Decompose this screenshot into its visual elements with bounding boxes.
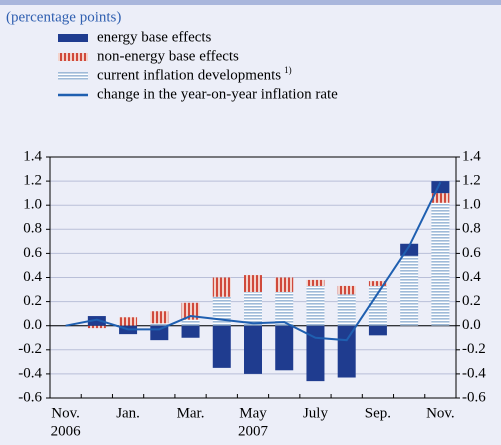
- bar: [212, 277, 231, 297]
- x-tick-label: May: [239, 405, 267, 421]
- y-tick-label: 0.8: [23, 221, 42, 237]
- bar: [368, 281, 387, 286]
- chart-title: (percentage points): [6, 9, 121, 25]
- y2-tick-label: 1.0: [462, 197, 481, 213]
- y2-tick-label: 0.8: [462, 221, 481, 237]
- x-tick-label: Mar.: [177, 405, 205, 421]
- line: [65, 181, 442, 342]
- y-tick-label: -0.4: [18, 365, 42, 381]
- bar: [212, 325, 231, 368]
- bar: [337, 294, 356, 326]
- y-tick-label: 0.6: [23, 245, 42, 261]
- y-tick-label: 1.2: [23, 173, 42, 189]
- legend-swatch: [58, 34, 88, 42]
- y-tick-label: 1.0: [23, 197, 42, 213]
- y-tick-label: -0.6: [18, 389, 42, 405]
- bar: [150, 325, 169, 341]
- bar: [275, 277, 294, 292]
- legend-footnote: 1): [284, 65, 292, 75]
- legend-label: non-energy base effects: [97, 48, 239, 64]
- legend-label: energy base effects: [97, 29, 212, 45]
- x-tick-label: Jan.: [116, 405, 140, 421]
- year-label: 2007: [238, 423, 269, 439]
- y-tick-label: 0.4: [23, 269, 42, 285]
- y2-tick-label: 0.4: [462, 269, 481, 285]
- bar: [400, 255, 419, 326]
- legend-label: change in the year-on-year inflation rat…: [97, 86, 338, 102]
- legend-swatch: [58, 72, 88, 80]
- y2-tick-label: -0.4: [462, 365, 486, 381]
- bar: [181, 319, 200, 326]
- y-tick-label: 0.0: [23, 317, 42, 333]
- y2-tick-label: -0.6: [462, 389, 486, 405]
- y-tick-label: -0.2: [18, 341, 42, 357]
- bar: [368, 285, 387, 326]
- bar: [306, 285, 325, 326]
- bar: [337, 325, 356, 378]
- y2-tick-label: -0.2: [462, 341, 486, 357]
- bar: [275, 325, 294, 371]
- bar: [181, 325, 200, 338]
- bar: [244, 275, 262, 292]
- bar: [181, 302, 200, 320]
- bar: [87, 316, 106, 326]
- bar: [306, 279, 325, 286]
- bar: [431, 193, 450, 203]
- y-tick-label: 1.4: [23, 148, 42, 164]
- plot-frame: [49, 156, 457, 399]
- bar: [337, 285, 356, 295]
- y2-tick-label: 0.2: [462, 293, 481, 309]
- x-tick-label: July: [303, 405, 329, 421]
- y2-tick-label: 1.2: [462, 173, 481, 189]
- bar: [244, 325, 262, 374]
- y2-tick-label: 1.4: [462, 148, 481, 164]
- x-tick-label: Nov.: [426, 405, 455, 421]
- y2-tick-label: 0.0: [462, 317, 481, 333]
- year-label: 2006: [51, 423, 82, 439]
- bar: [119, 317, 138, 326]
- legend-label: current inflation developments: [97, 67, 281, 83]
- bar: [306, 325, 325, 382]
- y-tick-label: 0.2: [23, 293, 42, 309]
- x-tick-label: Sep.: [365, 405, 391, 421]
- bar: [431, 202, 450, 326]
- top-strip: [0, 0, 501, 5]
- bar: [150, 311, 169, 324]
- bar: [150, 323, 169, 326]
- legend-swatch: [58, 53, 88, 61]
- bar: [87, 325, 106, 329]
- x-tick-label: Nov.: [51, 405, 80, 421]
- bar: [368, 325, 387, 336]
- bar: [275, 291, 294, 326]
- bar: [244, 291, 262, 326]
- y2-tick-label: 0.6: [462, 245, 481, 261]
